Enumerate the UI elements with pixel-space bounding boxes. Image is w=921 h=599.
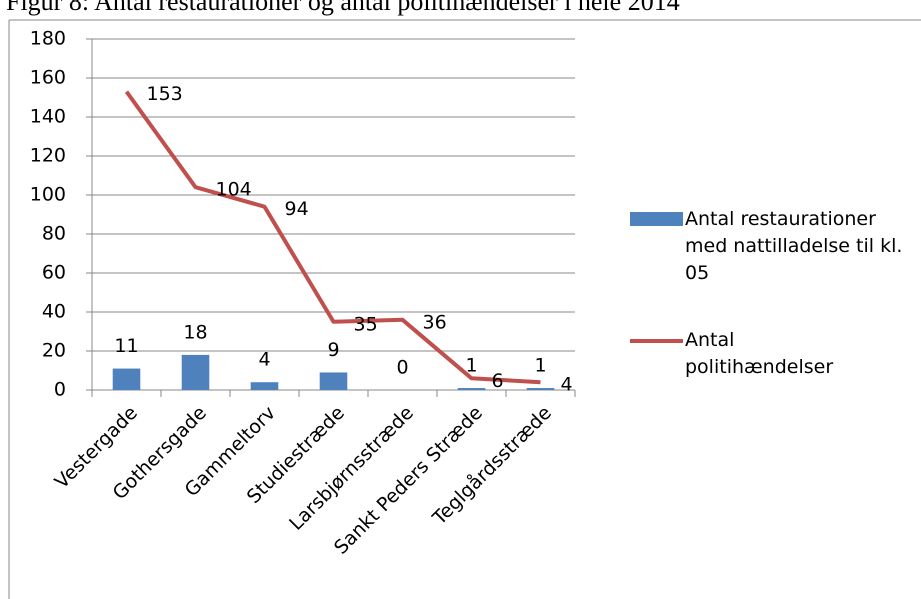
bar-label: 9 [327, 339, 339, 361]
bar [181, 354, 210, 390]
bar-label: 1 [534, 355, 546, 377]
line [124, 90, 541, 385]
line-label: 94 [285, 198, 309, 220]
y-tick-label: 20 [42, 340, 66, 362]
x-tick-label: Larsbjørnsstræde [285, 402, 418, 535]
y-tick-label: 80 [42, 223, 66, 245]
y-tick-label: 180 [30, 28, 66, 50]
legend-label: Antal politihændelser [685, 329, 834, 378]
y-tick-label: 60 [42, 262, 66, 284]
y-tick-label: 0 [54, 379, 66, 401]
bar [319, 372, 348, 390]
y-tick-label: 40 [42, 301, 66, 323]
bar-label: 1 [465, 355, 477, 377]
bar-label: 11 [114, 335, 138, 357]
line-label: 104 [216, 179, 252, 201]
line-label: 4 [561, 374, 573, 396]
y-tick-label: 100 [30, 184, 66, 206]
chart-title: Figur 8: Antal restaurationer og antal p… [6, 0, 680, 16]
y-tick-label: 120 [30, 145, 66, 167]
bar [112, 368, 141, 390]
line-label: 153 [147, 83, 183, 105]
legend-swatch [630, 212, 683, 226]
legend-label: Antal restaurationer med nattilladelse t… [685, 208, 903, 284]
line-label: 6 [492, 370, 504, 392]
y-tick-label: 140 [30, 106, 66, 128]
bar [250, 382, 279, 390]
line-label: 36 [423, 311, 447, 333]
x-tick-label: Teglgårdsstræde [427, 401, 556, 530]
bar-label: 0 [396, 357, 408, 379]
line-label: 35 [354, 313, 378, 335]
bar [526, 388, 555, 390]
bar-label: 18 [183, 321, 207, 343]
y-tick-label: 160 [30, 67, 66, 89]
bar [457, 388, 486, 390]
bar-label: 4 [258, 349, 270, 371]
